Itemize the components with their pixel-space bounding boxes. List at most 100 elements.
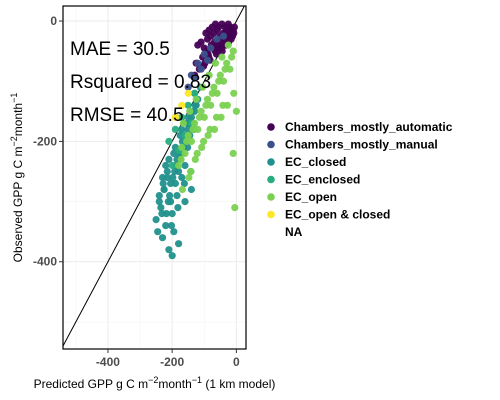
data-point (181, 161, 189, 170)
data-point (168, 161, 176, 170)
data-point (178, 185, 186, 194)
panel-border (62, 5, 247, 350)
data-point (162, 222, 170, 230)
legend-label: EC_closed (285, 155, 346, 169)
legend-key (267, 140, 275, 149)
data-point (174, 204, 182, 212)
x-axis-title: Predicted GPP g C m−2month−1 (1 km model… (34, 375, 276, 391)
data-point (230, 89, 238, 97)
legend: Chambers_mostly_automatic Chambers_mostly… (267, 120, 453, 239)
data-point (187, 167, 195, 176)
y-axis-title: Observed GPP g C m−2month−1 (9, 93, 25, 263)
data-point (208, 89, 216, 97)
stat-annotation: MAE = 30.5 (70, 39, 170, 60)
y-tick-label: -400 (33, 255, 57, 269)
data-point (178, 113, 186, 121)
data-point (192, 95, 200, 103)
data-point (173, 192, 181, 200)
data-point (171, 113, 179, 121)
data-point (171, 167, 179, 176)
data-point (163, 167, 171, 176)
data-point (154, 228, 162, 236)
data-point (185, 173, 193, 182)
data-point (158, 210, 166, 218)
data-point (171, 125, 179, 133)
data-point (205, 71, 213, 79)
data-point (197, 38, 205, 46)
data-point (166, 192, 174, 200)
data-point (191, 101, 199, 109)
data-point (178, 101, 186, 109)
data-point (160, 185, 168, 194)
data-point (165, 246, 173, 254)
data-point (203, 56, 212, 64)
legend-label: EC_open (285, 190, 337, 204)
legend-label: NA (285, 225, 303, 239)
legend-key (267, 123, 275, 131)
data-point (168, 210, 176, 218)
data-point (178, 173, 186, 182)
data-point (168, 252, 176, 260)
data-point (219, 32, 228, 40)
y-axis: -400 -200 0 (33, 14, 63, 269)
data-point (187, 185, 195, 194)
data-point (181, 198, 189, 206)
data-point (198, 143, 206, 151)
grid (63, 6, 246, 349)
stat-annotations: MAE = 30.5 Rsquared = 0.83 RMSE = 40.5 (70, 39, 211, 126)
data-point (158, 234, 167, 242)
data-point (184, 89, 192, 97)
legend-label: EC_enclosed (285, 173, 360, 187)
stat-annotation: RMSE = 40.5 (70, 105, 184, 126)
data-point (224, 41, 232, 49)
legend-label: EC_open & closed (285, 208, 390, 222)
data-point (184, 143, 192, 151)
data-point (218, 53, 226, 61)
data-point (229, 47, 237, 55)
data-point (175, 240, 183, 248)
data-point (221, 65, 229, 73)
data-point (191, 155, 199, 163)
data-point (169, 173, 177, 182)
data-point (165, 137, 173, 145)
data-point (197, 65, 205, 73)
data-point (162, 161, 170, 170)
data-point (157, 204, 165, 212)
data-point (186, 107, 194, 115)
data-point (178, 125, 186, 133)
data-point (223, 101, 231, 109)
legend-label: Chambers_mostly_automatic (285, 120, 453, 134)
data-point (195, 113, 203, 121)
data-point (207, 44, 215, 52)
legend-key (267, 158, 275, 166)
data-point (167, 222, 176, 230)
data-point (184, 101, 192, 109)
y-tick-label: 0 (50, 14, 57, 28)
data-point (194, 59, 202, 67)
data-point (204, 131, 212, 139)
data-point (210, 83, 218, 91)
data-point (193, 149, 201, 157)
x-tick-label: 0 (233, 355, 240, 369)
data-points (152, 20, 240, 260)
stat-annotation: Rsquared = 0.83 (70, 72, 211, 93)
data-point (197, 107, 205, 115)
x-tick-label: -200 (160, 355, 184, 369)
data-point (155, 192, 163, 200)
data-point (184, 83, 192, 91)
data-point (191, 89, 199, 97)
data-point (200, 50, 208, 58)
data-point (175, 161, 183, 170)
data-point (152, 216, 160, 224)
data-point (200, 137, 208, 145)
data-point (217, 113, 225, 121)
data-point (184, 113, 192, 121)
data-point (189, 125, 197, 133)
data-point (203, 95, 212, 103)
data-point (216, 71, 224, 79)
data-point (184, 131, 192, 139)
data-point (179, 119, 187, 127)
data-point (181, 149, 189, 157)
legend-key (267, 175, 275, 184)
